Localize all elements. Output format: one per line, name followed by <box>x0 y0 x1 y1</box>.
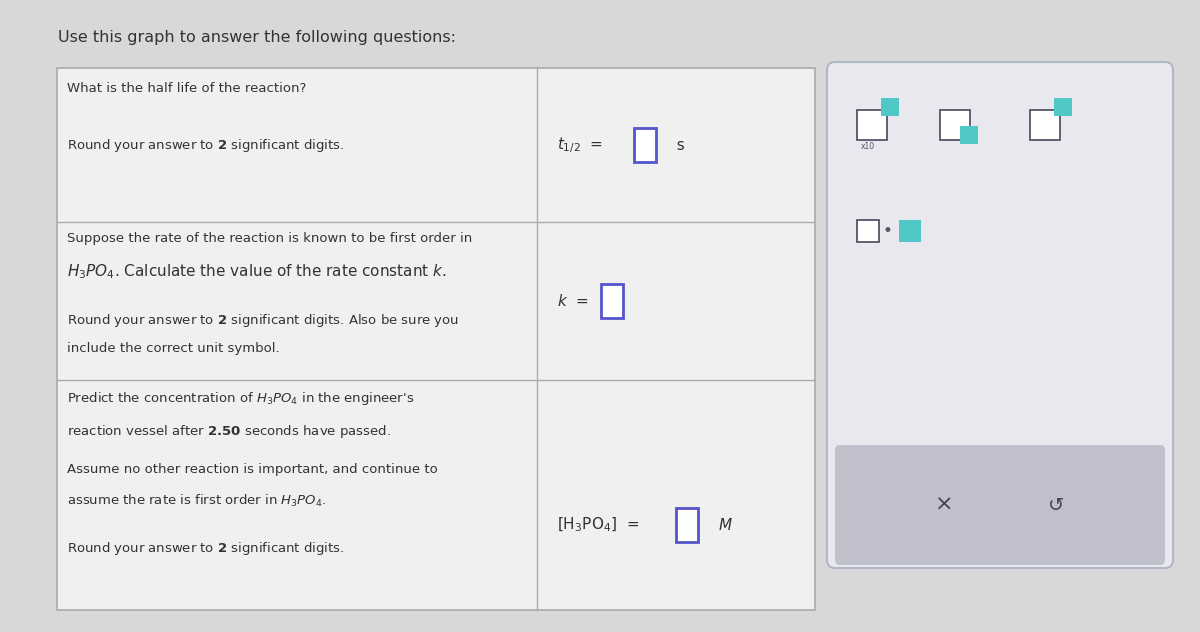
Bar <box>58 68 815 610</box>
Bar <box>899 220 922 242</box>
Text: s: s <box>667 138 685 152</box>
Bar <box>940 110 970 140</box>
Text: Use this graph to answer the following questions:: Use this graph to answer the following q… <box>58 30 456 45</box>
FancyBboxPatch shape <box>827 62 1174 568</box>
Bar <box>960 126 978 144</box>
Text: ×: × <box>935 495 953 515</box>
Text: $\mathit{H_3PO_4}$. Calculate the value of the rate constant $k$.: $\mathit{H_3PO_4}$. Calculate the value … <box>67 262 446 281</box>
Text: Round your answer to $\mathbf{2}$ significant digits. Also be sure you: Round your answer to $\mathbf{2}$ signif… <box>67 312 460 329</box>
Text: Predict the concentration of $\mathit{H_3PO_4}$ in the engineer's: Predict the concentration of $\mathit{H_… <box>67 390 414 407</box>
Text: x10: x10 <box>862 142 875 151</box>
Text: Suppose the rate of the reaction is known to be first order in: Suppose the rate of the reaction is know… <box>67 232 473 245</box>
Bar <box>676 508 698 542</box>
Text: $t_{1/2}$  =: $t_{1/2}$ = <box>557 135 610 155</box>
Text: Assume no other reaction is important, and continue to: Assume no other reaction is important, a… <box>67 463 438 476</box>
Bar <box>857 110 887 140</box>
FancyBboxPatch shape <box>835 445 1165 565</box>
Bar <box>601 284 623 318</box>
Text: •: • <box>882 222 892 240</box>
Text: $\left[\mathrm{H_3PO_4}\right]$  =: $\left[\mathrm{H_3PO_4}\right]$ = <box>557 516 646 534</box>
Bar <box>634 128 656 162</box>
Bar <box>1054 98 1072 116</box>
Text: reaction vessel after $\mathbf{2.50}$ seconds have passed.: reaction vessel after $\mathbf{2.50}$ se… <box>67 423 391 440</box>
Text: Round your answer to $\mathbf{2}$ significant digits.: Round your answer to $\mathbf{2}$ signif… <box>67 540 344 557</box>
Text: What is the half life of the reaction?: What is the half life of the reaction? <box>67 82 306 95</box>
Bar <box>881 98 899 116</box>
Bar <box>1030 110 1060 140</box>
Text: $k$  =: $k$ = <box>557 293 595 309</box>
Text: ↺: ↺ <box>1048 495 1064 514</box>
Bar <box>857 220 878 242</box>
Text: include the correct unit symbol.: include the correct unit symbol. <box>67 342 280 355</box>
Text: $M$: $M$ <box>709 517 733 533</box>
Text: Round your answer to $\mathbf{2}$ significant digits.: Round your answer to $\mathbf{2}$ signif… <box>67 137 344 154</box>
Text: assume the rate is first order in $\mathit{H_3PO_4}$.: assume the rate is first order in $\math… <box>67 493 326 509</box>
